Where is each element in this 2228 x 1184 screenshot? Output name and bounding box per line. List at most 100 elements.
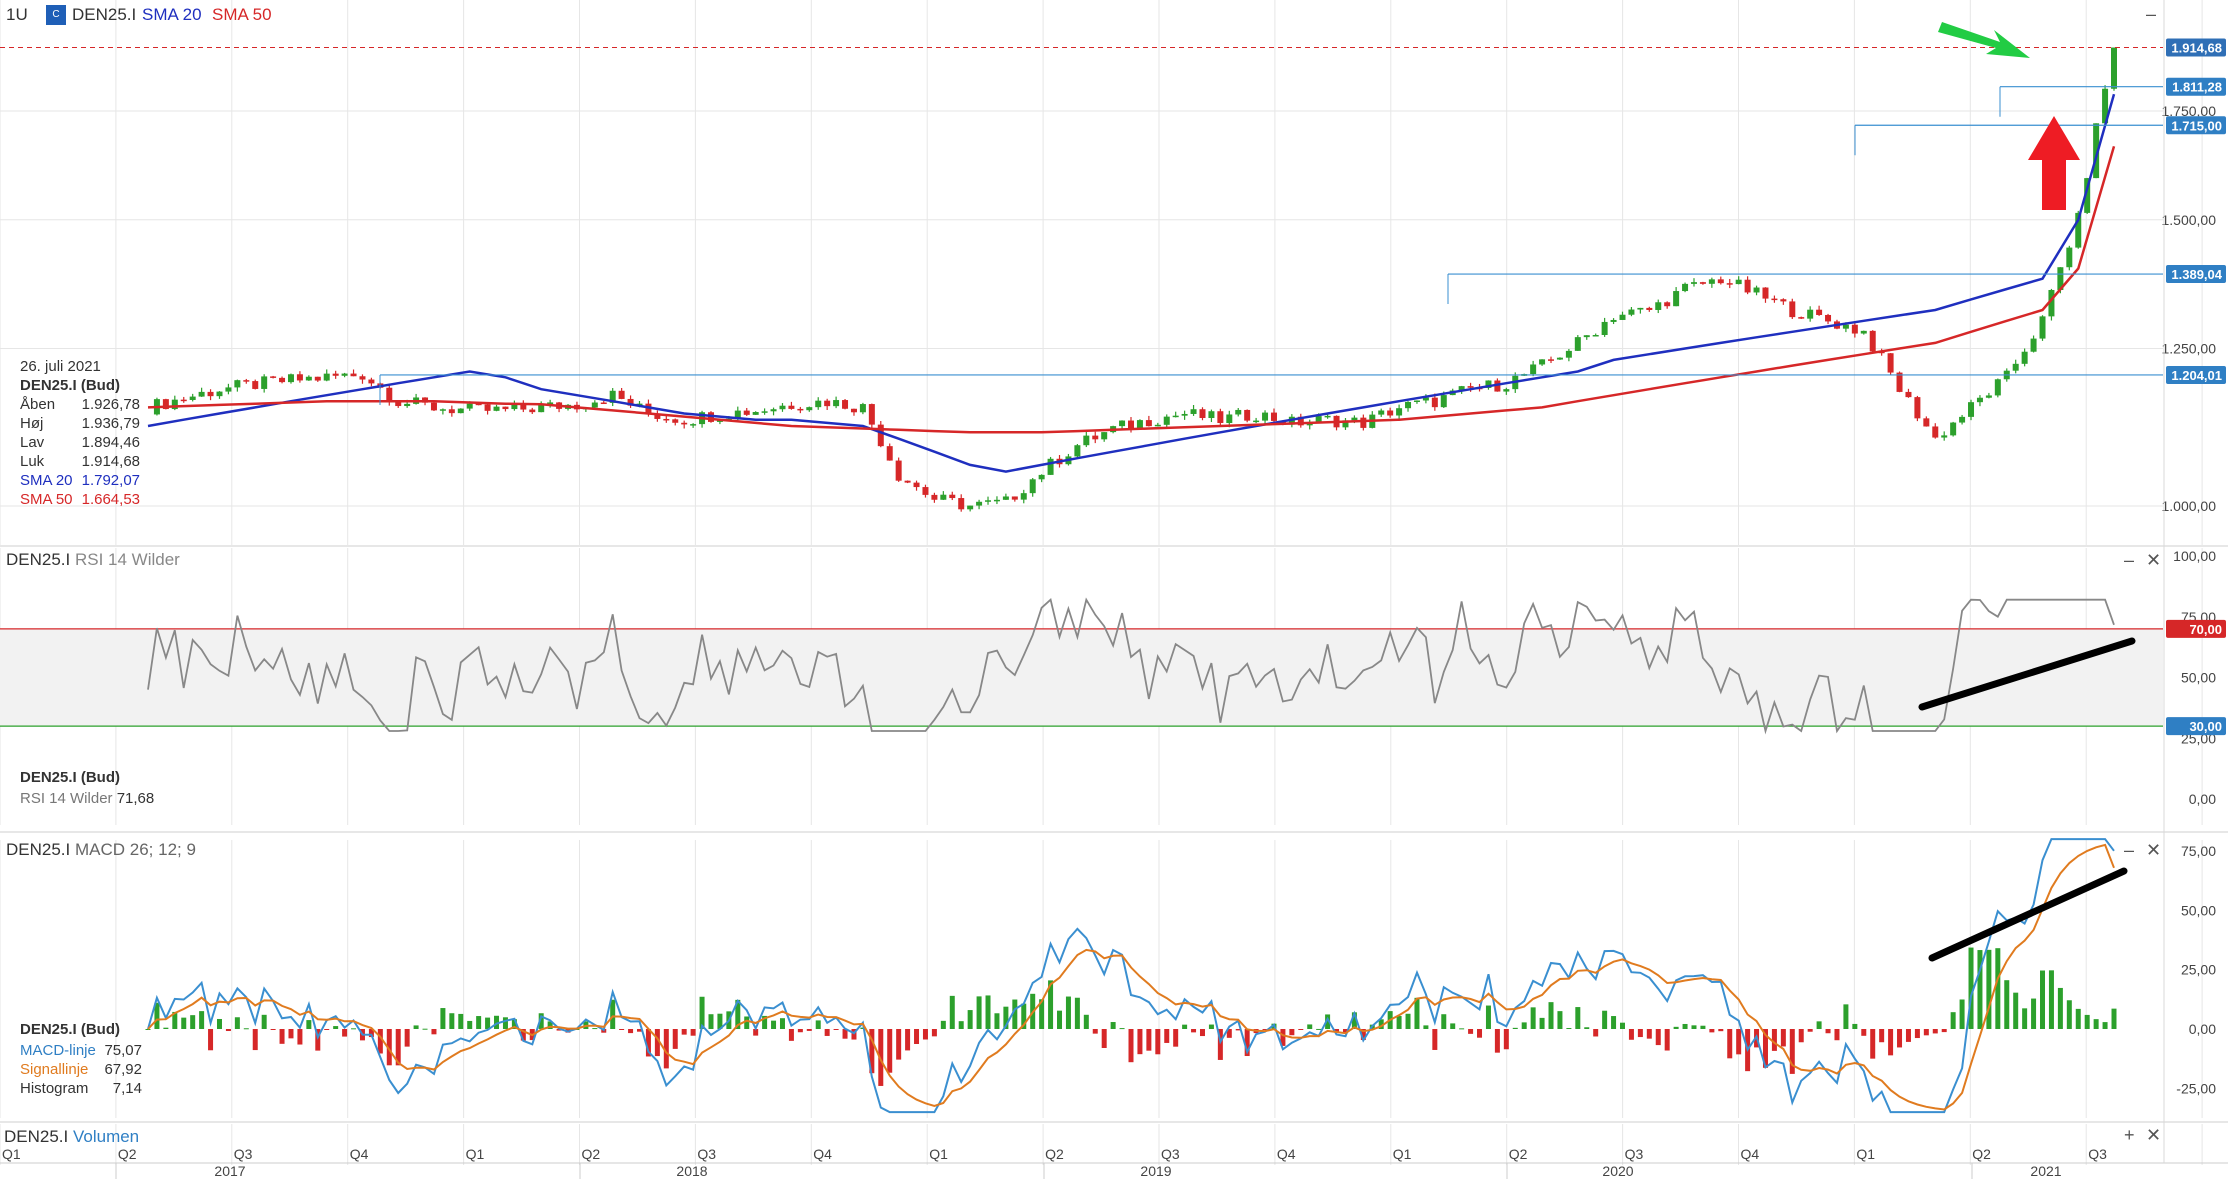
macd-title[interactable]: DEN25.I MACD 26; 12; 9 <box>6 840 196 859</box>
candle <box>886 446 893 461</box>
macd-histogram-bar <box>511 1019 517 1029</box>
candle <box>1628 309 1635 315</box>
price-tag <box>2166 116 2226 135</box>
rsi-tick-label: 0,00 <box>2189 791 2216 807</box>
instrument-name[interactable]: DEN25.I <box>72 5 137 24</box>
macd-histogram-bar <box>1780 1029 1786 1047</box>
macd-histogram-bar <box>449 1013 455 1029</box>
candle <box>1842 324 1849 329</box>
minimize-icon[interactable]: – <box>2146 4 2157 24</box>
candle <box>1699 282 1706 284</box>
macd-histogram-bar <box>1235 1029 1241 1031</box>
interval-label[interactable]: 1U <box>6 5 28 24</box>
volume-add-icon[interactable]: + <box>2124 1125 2135 1145</box>
candle <box>279 377 286 383</box>
volume-close-icon[interactable]: ✕ <box>2146 1125 2162 1145</box>
macd-histogram-bar <box>1628 1029 1634 1040</box>
macd-minimize-icon[interactable]: – <box>2124 840 2135 860</box>
candle <box>1119 420 1126 427</box>
rsi-close-icon[interactable]: ✕ <box>2146 550 2162 570</box>
sma50-legend[interactable]: SMA 50 <box>212 5 272 24</box>
macd-histogram-bar <box>395 1029 401 1066</box>
macd-histogram-bar <box>494 1015 500 1029</box>
sma20-legend[interactable]: SMA 20 <box>142 5 202 24</box>
sma20-line <box>147 93 2116 473</box>
macd-histogram-bar <box>1432 1029 1438 1050</box>
candle <box>922 487 929 495</box>
rsi-30-label: 30,00 <box>2189 719 2222 734</box>
candle <box>1270 412 1277 421</box>
macd-histogram-bar <box>762 1015 768 1029</box>
macd-histogram-bar <box>1226 1029 1232 1038</box>
candle <box>1351 417 1358 421</box>
macd-histogram-bar <box>1593 1029 1599 1037</box>
macd-histogram-bar <box>1262 1029 1268 1030</box>
candle <box>1431 397 1438 408</box>
macd-histogram-bar <box>681 1029 687 1035</box>
candle <box>1976 397 1983 403</box>
candle <box>788 405 795 409</box>
candle <box>1798 317 1805 319</box>
macd-histogram-bar <box>1977 950 1983 1029</box>
year-tick-label: 2020 <box>1602 1163 1633 1179</box>
macd-histogram-bar <box>538 1013 544 1029</box>
price-tick-label: 1.250,00 <box>2162 340 2217 356</box>
candle <box>1690 282 1697 284</box>
macd-trendline-annotation <box>1928 867 2128 962</box>
macd-histogram-bar <box>2048 970 2054 1029</box>
volume-title[interactable]: DEN25.I Volumen <box>4 1127 140 1146</box>
macd-histogram-bar <box>1807 1029 1813 1032</box>
candle <box>1136 420 1143 429</box>
candle <box>484 404 491 411</box>
macd-histogram-bar <box>1941 1029 1947 1033</box>
candle <box>359 376 366 380</box>
candle <box>824 400 831 407</box>
candle <box>430 402 437 411</box>
macd-histogram-bar <box>1548 1002 1554 1029</box>
macd-histogram-bar <box>1620 1022 1625 1029</box>
macd-histogram-bar <box>2111 1008 2117 1029</box>
macd-histogram-bar <box>1057 1010 1063 1029</box>
candle <box>2093 123 2100 179</box>
info-row-low: Lav 1.894,46 <box>20 434 140 451</box>
rsi-minimize-icon[interactable]: – <box>2124 550 2135 570</box>
quarter-tick-label: Q4 <box>1277 1146 1296 1162</box>
macd-tick-label: 25,00 <box>2181 962 2216 978</box>
rsi-70-tag <box>2166 619 2226 638</box>
rsi-legend-row: RSI 14 Wilder 71,68 <box>20 790 155 807</box>
price-tag-label: 1.715,00 <box>2171 118 2222 133</box>
quarter-tick-label: Q4 <box>350 1146 369 1162</box>
candle <box>2012 363 2019 371</box>
candle <box>1440 395 1447 408</box>
candle <box>287 374 294 383</box>
candle <box>761 411 768 413</box>
macd-histogram-bar <box>1637 1029 1643 1038</box>
rsi-title[interactable]: DEN25.I RSI 14 Wilder <box>6 550 180 569</box>
rsi-30-tag <box>2166 717 2226 736</box>
candle <box>1887 353 1894 373</box>
candle <box>1342 420 1349 428</box>
candle <box>1011 496 1018 500</box>
candle <box>162 399 169 410</box>
candle <box>448 409 455 414</box>
macd-histogram-bar <box>654 1029 660 1057</box>
macd-histogram-bar <box>708 1014 714 1029</box>
candle <box>189 396 196 400</box>
info-row-close: Luk 1.914,68 <box>20 453 140 470</box>
quarter-tick-label: Q2 <box>1509 1146 1528 1162</box>
macd-histogram-bar <box>940 1020 946 1029</box>
macd-histogram-bar <box>1771 1029 1777 1051</box>
macd-histogram-bar <box>1834 1029 1840 1041</box>
candle <box>1601 321 1608 335</box>
macd-histogram-bar <box>1673 1026 1679 1029</box>
macd-histogram-bar <box>896 1029 902 1060</box>
macd-close-icon[interactable]: ✕ <box>2146 840 2162 860</box>
candle <box>993 499 1000 502</box>
macd-histogram-bar <box>1423 1025 1429 1029</box>
candle <box>2048 289 2055 317</box>
price-tick-label: 1.000,00 <box>2162 498 2217 514</box>
macd-histogram-bar <box>1905 1029 1911 1042</box>
macd-histogram-bar <box>663 1029 669 1069</box>
candle <box>404 403 411 407</box>
